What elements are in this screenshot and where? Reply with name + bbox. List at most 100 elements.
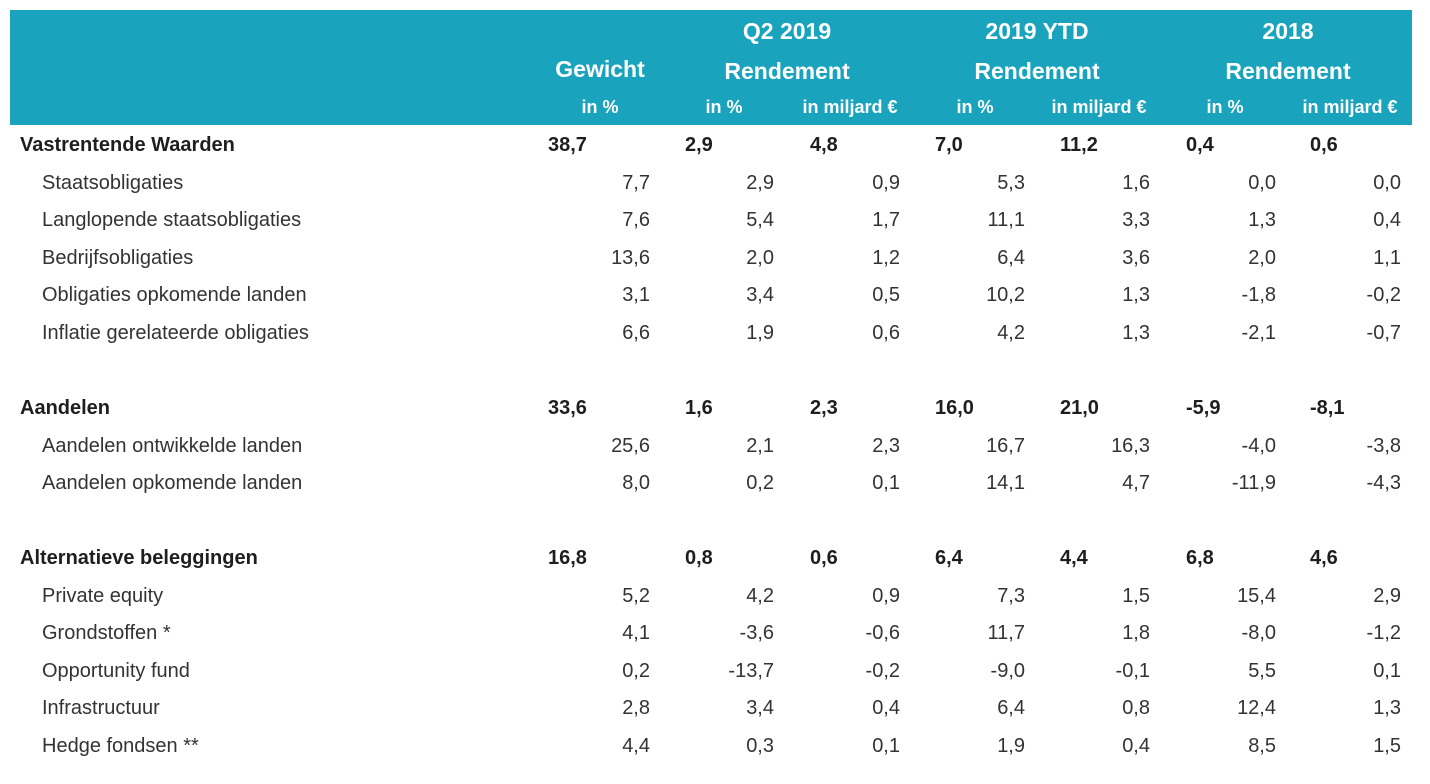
header-2018-unit-pct: in % — [1206, 97, 1244, 117]
row-value: 4,7 — [1122, 472, 1150, 495]
row-value: -0,2 — [865, 659, 900, 682]
header-q2-2019-title: Rendement — [724, 58, 850, 84]
row-value: 3,4 — [746, 697, 774, 720]
row-value: 2,1 — [746, 434, 774, 457]
category-row: Aandelen 33,6 1,6 2,3 16,0 21,0 -5,9 -8,1 — [0, 390, 1430, 426]
category-value: -8,1 — [1310, 397, 1345, 419]
row-label: Inflatie gerelateerde obligaties — [42, 322, 309, 344]
row-value: 3,4 — [746, 284, 774, 307]
header-gewicht-title: Gewicht — [555, 56, 645, 82]
row-value: 0,6 — [872, 322, 900, 344]
row-value: 1,3 — [1122, 322, 1150, 344]
row-label: Infrastructuur — [42, 697, 160, 720]
header-2019-ytd-period: 2019 YTD — [985, 18, 1089, 44]
row-value: -4,3 — [1366, 472, 1401, 495]
row-label: Aandelen opkomende landen — [42, 472, 303, 495]
row-value: 1,9 — [997, 735, 1025, 757]
row-value: -1,8 — [1241, 284, 1276, 307]
row-value: 0,4 — [872, 697, 900, 720]
header-q2-2019-period: Q2 2019 — [742, 18, 832, 44]
category-value: 4,8 — [810, 134, 838, 156]
row-value: 13,6 — [611, 246, 650, 269]
row-value: 1,5 — [1373, 735, 1401, 757]
row-value: 1,7 — [872, 209, 900, 232]
row-label: Opportunity fund — [42, 659, 190, 682]
category-label: Vastrentende Waarden — [20, 134, 235, 156]
row-label: Private equity — [42, 584, 164, 607]
row-value: -4,0 — [1241, 434, 1276, 457]
row-value: 0,4 — [1122, 735, 1150, 757]
header-gewicht-unit: in % — [581, 97, 619, 117]
category-value: 4,6 — [1310, 547, 1338, 569]
row-value: 0,8 — [1122, 697, 1150, 720]
table-row: Private equity 5,2 4,2 0,9 7,3 1,5 15,4 2,9 — [0, 578, 1430, 614]
row-value: -2,1 — [1241, 322, 1276, 344]
row-value: 2,3 — [872, 434, 900, 457]
table-row: Opportunity fund 0,2 -13,7 -0,2 -9,0 -0,1 5,5 0… — [0, 653, 1430, 689]
row-value: 7,3 — [997, 584, 1025, 607]
row-value: 7,7 — [622, 171, 650, 194]
table-row: Obligaties opkomende landen 3,1 3,4 0,5 10,2… — [0, 277, 1430, 313]
row-value: 0,0 — [1248, 171, 1276, 194]
row-value: 2,0 — [1248, 246, 1276, 269]
table-row: Bedrijfsobligaties 13,6 2,0 1,2 6,4 3,6 2,0 1,1 — [0, 240, 1430, 276]
row-label: Obligaties opkomende landen — [42, 284, 307, 307]
row-label: Aandelen ontwikkelde landen — [42, 434, 303, 457]
header-2019-ytd-unit-pct: in % — [956, 97, 994, 117]
row-value: 1,1 — [1373, 246, 1401, 269]
category-value: 16,0 — [935, 397, 974, 419]
category-value: 0,4 — [1186, 134, 1214, 156]
row-value: 4,2 — [997, 322, 1025, 344]
row-value: -13,7 — [728, 659, 774, 682]
category-value: 21,0 — [1060, 397, 1099, 419]
header-q2-2019-unit-eur: in miljard € — [802, 97, 898, 117]
row-value: 1,2 — [872, 246, 900, 269]
table-row: Aandelen ontwikkelde landen 25,6 2,1 2,3 16,… — [0, 428, 1430, 464]
row-value: 6,4 — [997, 697, 1025, 720]
row-value: 2,8 — [622, 697, 650, 720]
header-2019-ytd-title: Rendement — [974, 58, 1100, 84]
row-value: 0,9 — [872, 171, 900, 194]
category-value: 0,6 — [1310, 134, 1338, 156]
row-label: Langlopende staatsobligaties — [42, 209, 302, 232]
row-value: 6,4 — [997, 246, 1025, 269]
row-value: -9,0 — [990, 659, 1025, 682]
row-value: -0,7 — [1366, 322, 1401, 344]
category-row: Alternatieve beleggingen 16,8 0,8 0,6 6,4 4,4… — [0, 540, 1430, 576]
row-value: 7,6 — [622, 209, 650, 232]
row-value: 1,3 — [1373, 697, 1401, 720]
category-value: 7,0 — [935, 134, 963, 156]
row-value: 11,1 — [987, 209, 1025, 232]
row-value: 15,4 — [1237, 584, 1276, 607]
table-row: Grondstoffen * 4,1 -3,6 -0,6 11,7 1,8 -8,0 -1,2 — [0, 615, 1430, 651]
row-value: -3,6 — [739, 622, 774, 645]
row-value: 1,9 — [746, 322, 774, 344]
row-value: 2,9 — [1373, 584, 1401, 607]
row-value: 1,3 — [1122, 284, 1150, 307]
row-value: -1,2 — [1366, 622, 1401, 645]
row-value: 3,3 — [1122, 209, 1150, 232]
row-value: 2,9 — [746, 171, 774, 194]
row-value: 0,1 — [872, 472, 900, 495]
row-value: -3,8 — [1366, 434, 1401, 457]
category-label: Aandelen — [20, 397, 111, 419]
category-value: 33,6 — [548, 397, 587, 419]
row-value: 3,6 — [1122, 246, 1150, 269]
row-label: Staatsobligaties — [42, 171, 184, 194]
row-value: 0,5 — [872, 284, 900, 307]
category-value: 38,7 — [548, 134, 587, 156]
category-row: Vastrentende Waarden 38,7 2,9 4,8 7,0 11,2 0,4… — [0, 127, 1430, 163]
row-value: 1,3 — [1248, 209, 1276, 232]
category-value: 6,8 — [1186, 547, 1214, 569]
table-row: Inflatie gerelateerde obligaties 6,6 1,9 0,… — [0, 315, 1430, 351]
row-value: 4,1 — [622, 622, 650, 645]
category-value: 1,6 — [685, 397, 713, 419]
row-value: 8,0 — [622, 472, 650, 495]
category-value: 4,4 — [1060, 547, 1088, 569]
table-row: Infrastructuur 2,8 3,4 0,4 6,4 0,8 12,4 1,3 — [0, 690, 1430, 726]
row-label: Bedrijfsobligaties — [42, 246, 194, 269]
category-value: -5,9 — [1186, 397, 1221, 419]
row-label: Grondstoffen * — [42, 622, 171, 645]
row-value: 1,6 — [1122, 171, 1150, 194]
row-value: 0,2 — [746, 472, 774, 495]
